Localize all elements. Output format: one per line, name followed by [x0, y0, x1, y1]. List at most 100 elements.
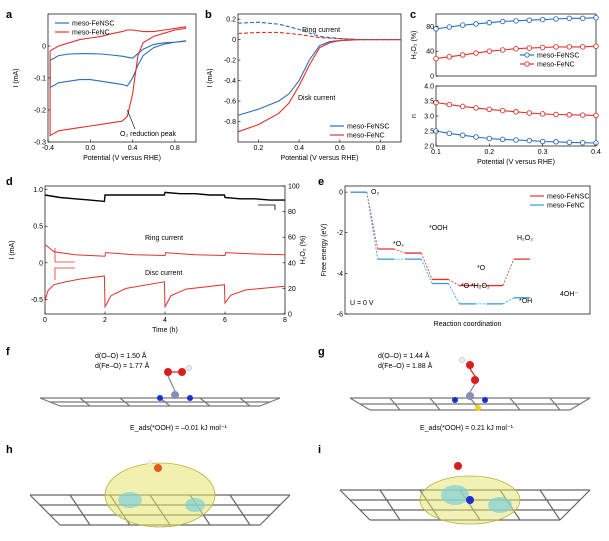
- c-bottom-point-0-1: [446, 130, 453, 137]
- c-top-point-1-11: [579, 44, 586, 50]
- e-connector-1-7: [448, 283, 460, 305]
- c-top-ytick-label-1: 40: [426, 49, 434, 56]
- c-top-point-0-0: [433, 26, 439, 32]
- a-series-1: [49, 26, 186, 137]
- e-ytick-label-3: -6: [337, 312, 343, 319]
- c-top-point-1-2: [459, 52, 466, 58]
- b-legend-label-1: meso-FeNC: [347, 133, 385, 140]
- c-top-ytick-label-0: 80: [426, 24, 434, 31]
- panel-label-b: b: [205, 9, 212, 21]
- c-top-point-0-8: [539, 16, 546, 23]
- d-left-ytick-label-1: 0.5: [33, 224, 43, 231]
- structure-f: d(O–O) = 1.50 Å d(Fe–O) = 1.77 Å E_ads(*…: [39, 351, 281, 432]
- d-left-ytick-label-0: 1.0: [33, 187, 43, 194]
- c-bottom-point-1-2: [459, 103, 466, 110]
- b-series-3: [237, 31, 401, 41]
- e-ylabel: Free energy (eV): [321, 224, 328, 277]
- e-u-label: U = 0 V: [350, 300, 374, 307]
- charge-density-i: [339, 462, 591, 525]
- h-atom-f: [186, 365, 192, 371]
- g-d-oo: d(O–O) = 1.44 Å: [378, 351, 430, 360]
- d-series-2: [44, 275, 286, 309]
- e-species-o-red: *O: [477, 265, 486, 272]
- c-legend-marker-0: [524, 52, 530, 58]
- n-atom-g1: [452, 397, 458, 403]
- c-legend-marker-1: [524, 61, 530, 67]
- density-cyan-h2: [185, 498, 205, 512]
- c-top-point-1-4: [486, 48, 493, 54]
- c-top-point-1-10: [566, 44, 573, 50]
- a-annotation: O₂ reduction peak: [120, 131, 177, 138]
- d-ylabel-right: H₂O₂ (%): [300, 236, 307, 265]
- c-top-point-1-3: [473, 50, 479, 56]
- fe-atom-f: [171, 391, 179, 399]
- d-xtick-label-0: 0: [43, 317, 47, 324]
- f-d-feo: d(Fe–O) = 1.77 Å: [95, 361, 150, 370]
- c-top-ytick-label-2: 0: [430, 74, 434, 81]
- fe-atom-g: [466, 392, 474, 400]
- c-bottom-point-1-9: [553, 111, 559, 118]
- b-series-2: [237, 21, 401, 41]
- c-bottom-point-1-0: [433, 99, 439, 106]
- c-top-point-1-1: [446, 54, 453, 60]
- d-left-ytick-label-2: 0: [39, 260, 43, 267]
- b-xtick-label-2: 0.6: [335, 145, 345, 152]
- a-xlabel: Potential (V versus RHE): [83, 155, 161, 162]
- c-bottom-xtick-label-1: 0.2: [484, 149, 494, 156]
- c-top-point-1-6: [513, 45, 519, 52]
- a-annotation-arrow: [127, 109, 136, 130]
- c-bottom-ytick-label-3: 2.5: [424, 129, 434, 136]
- f-d-oo: d(O–O) = 1.50 Å: [95, 351, 147, 360]
- e-connector-0-3: [393, 248, 406, 254]
- c-bottom-point-1-8: [539, 111, 546, 117]
- d-xtick-label-3: 6: [223, 317, 227, 324]
- c-bottom-ytick-label-1: 3.5: [424, 99, 434, 106]
- c-xlabel: Potential (V versus RHE): [477, 159, 555, 166]
- e-xlabel: Reaction coordination: [434, 321, 502, 328]
- a-xtick-label-0: -0.4: [42, 145, 54, 152]
- c-legend-label-0: meso-FeNSC: [537, 53, 579, 60]
- a-series-0: [49, 40, 186, 89]
- e-species-ooh: *OOH: [429, 225, 448, 232]
- panel-label-e: e: [318, 176, 324, 188]
- panel-label-i: i: [318, 444, 321, 456]
- c-bottom-ytick-label-0: 4.0: [424, 84, 434, 91]
- e-species-h2o2: H₂O₂: [517, 235, 533, 242]
- d-right-ytick-label-5: 0: [288, 312, 292, 319]
- a-ytick-label-2: -0.2: [34, 108, 46, 115]
- e-connector-0-1: [366, 192, 379, 250]
- c-bottom-point-1-3: [473, 105, 479, 111]
- s-atom-g: [475, 405, 481, 411]
- d-xtick-label-4: 8: [283, 317, 287, 324]
- a-frame: [47, 13, 197, 143]
- c-bottom-ytick-label-4: 2.0: [424, 144, 434, 151]
- d-xlabel: Time (h): [152, 327, 178, 334]
- d-arrow-ring: [54, 248, 75, 263]
- charge-density-h: [29, 459, 291, 528]
- d-series-0: [44, 191, 285, 203]
- b-ytick-label-1: 0: [232, 37, 236, 44]
- d-right-ytick-label-4: 20: [288, 286, 296, 293]
- o-atom-g1: [471, 376, 479, 384]
- b-ring-label: Ring current: [302, 27, 340, 34]
- c-bottom-point-0-6: [513, 137, 519, 143]
- b-ytick-label-5: -0.8: [224, 119, 236, 126]
- o-atom-i: [454, 462, 462, 470]
- c-bottom-point-1-1: [446, 101, 453, 108]
- panel-label-c: c: [410, 9, 416, 21]
- b-ytick-label-3: -0.4: [224, 78, 236, 85]
- g-d-feo: d(Fe–O) = 1.88 Å: [378, 361, 433, 370]
- chart-layer: -0.4 0.0 0.4 0.8 0 -0.1 -0.2 -0.3 Potential (V v…: [9, 13, 601, 334]
- panel-label-h: h: [6, 444, 13, 456]
- c-bottom-point-0-3: [473, 134, 479, 140]
- c-top-point-0-1: [446, 24, 453, 30]
- n-atom-f1: [157, 395, 163, 401]
- c-bottom-point-0-4: [486, 135, 493, 142]
- b-disk-label: Disk current: [298, 95, 335, 102]
- c-top-point-0-10: [566, 15, 573, 22]
- e-frame: [344, 185, 591, 315]
- c-top-point-0-9: [553, 16, 559, 22]
- panel-label-f: f: [6, 346, 10, 358]
- b-ytick-label-2: -0.2: [224, 58, 236, 65]
